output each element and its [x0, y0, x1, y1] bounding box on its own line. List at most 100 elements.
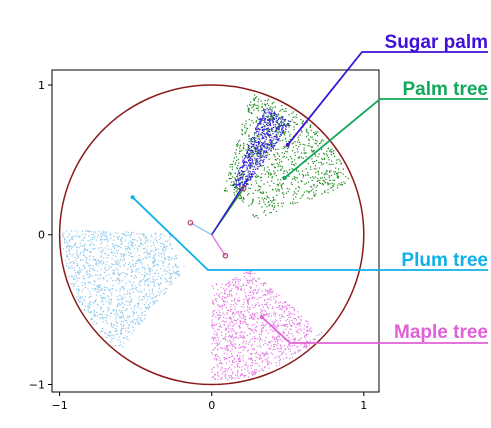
data-point	[111, 312, 113, 314]
data-point	[103, 257, 105, 259]
data-point	[119, 304, 121, 306]
data-point	[295, 144, 297, 147]
data-point	[158, 287, 160, 289]
data-point	[174, 265, 176, 267]
data-point	[303, 191, 305, 193]
data-point	[255, 215, 257, 217]
data-point	[88, 302, 90, 305]
data-point	[281, 352, 283, 354]
data-point	[266, 196, 269, 198]
data-point	[165, 270, 167, 272]
data-point	[254, 353, 256, 355]
data-point	[76, 257, 78, 260]
data-point	[147, 240, 149, 243]
data-point	[133, 326, 135, 329]
data-point	[230, 378, 233, 380]
data-point	[105, 263, 107, 266]
data-point	[121, 346, 124, 348]
data-point	[242, 171, 244, 173]
data-point	[249, 328, 251, 331]
data-point	[223, 303, 226, 306]
data-point	[120, 320, 123, 323]
data-point	[133, 239, 135, 241]
data-point	[86, 270, 88, 272]
data-point	[272, 139, 274, 142]
data-point	[94, 314, 97, 316]
data-point	[275, 134, 277, 137]
data-point	[277, 323, 279, 325]
data-point	[252, 105, 254, 108]
data-point	[143, 295, 145, 298]
data-point	[168, 277, 171, 279]
data-point	[296, 331, 298, 333]
data-point	[252, 296, 254, 299]
data-point	[130, 300, 133, 303]
data-point	[119, 323, 122, 325]
data-point	[244, 162, 246, 164]
data-point	[276, 128, 278, 130]
data-point	[257, 152, 259, 155]
data-point	[295, 330, 298, 332]
data-point	[259, 311, 262, 313]
data-point	[268, 119, 270, 122]
data-point	[294, 154, 296, 156]
data-point	[147, 280, 149, 282]
data-point	[262, 330, 264, 332]
data-point	[147, 264, 149, 266]
data-point	[232, 185, 235, 187]
data-point	[322, 180, 324, 182]
data-point	[333, 179, 336, 181]
data-point	[282, 131, 284, 133]
data-point	[314, 195, 316, 197]
data-point	[308, 142, 310, 145]
data-point	[264, 325, 266, 327]
data-point	[247, 281, 249, 283]
data-point	[318, 167, 321, 169]
data-point	[121, 233, 123, 235]
data-point	[268, 149, 270, 151]
data-point	[132, 263, 134, 265]
data-point	[259, 162, 261, 164]
data-point	[265, 156, 268, 159]
data-point	[269, 347, 271, 350]
data-point	[95, 288, 97, 290]
data-point	[268, 128, 270, 131]
data-point	[224, 321, 226, 323]
data-point	[257, 104, 259, 106]
data-point	[275, 174, 277, 177]
data-point	[150, 234, 152, 236]
data-point	[211, 351, 213, 354]
data-point	[120, 298, 123, 300]
data-point	[244, 127, 246, 129]
data-point	[106, 244, 108, 246]
data-point	[268, 118, 270, 120]
data-point	[218, 339, 220, 341]
data-point	[176, 271, 178, 273]
data-point	[141, 233, 143, 235]
data-point	[144, 268, 146, 270]
data-point	[298, 350, 301, 352]
data-point	[83, 245, 85, 247]
data-point	[260, 122, 262, 124]
branch-line	[211, 234, 226, 257]
data-point	[259, 160, 261, 162]
data-point	[246, 166, 248, 168]
data-point	[262, 160, 265, 163]
data-point	[256, 174, 258, 176]
data-point	[252, 199, 254, 202]
data-point	[293, 340, 296, 343]
data-point	[99, 286, 101, 288]
data-point	[287, 318, 289, 321]
data-point	[248, 341, 251, 343]
data-point	[134, 265, 136, 267]
data-point	[250, 367, 252, 369]
data-point	[230, 342, 232, 345]
data-point	[156, 294, 158, 296]
data-point	[288, 336, 290, 339]
data-point	[298, 315, 300, 318]
data-point	[280, 185, 283, 187]
data-point	[115, 320, 117, 322]
data-point	[76, 251, 78, 253]
data-point	[249, 171, 251, 173]
data-point	[234, 337, 236, 339]
